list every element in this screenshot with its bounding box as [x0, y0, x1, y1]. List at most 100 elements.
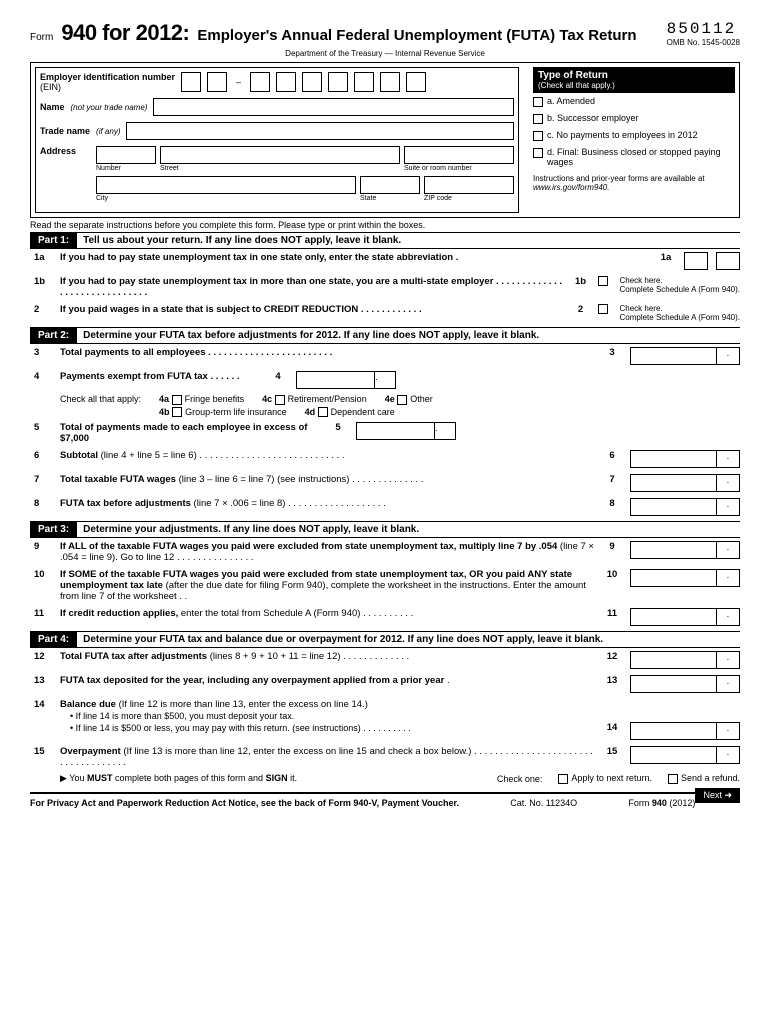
- line-7-text: Total taxable FUTA wages (line 3 – line …: [60, 474, 594, 485]
- line-8-text: FUTA tax before adjustments (line 7 × .0…: [60, 498, 594, 509]
- addr-number-input[interactable]: [96, 146, 156, 164]
- line-15-rn: 15: [602, 746, 622, 757]
- form-number: 940 for 2012:: [61, 20, 189, 46]
- ein-digit-7[interactable]: [354, 72, 374, 92]
- opt-a: a. Amended: [547, 96, 595, 106]
- line-11-text: If credit reduction applies, enter the t…: [60, 608, 594, 619]
- line-4-num: 4: [30, 371, 52, 382]
- opt-c: c. No payments to employees in 2012: [547, 130, 698, 140]
- opt-4d: Dependent care: [331, 407, 395, 417]
- line-5-num: 5: [30, 422, 52, 433]
- checkbox-4e[interactable]: [397, 395, 407, 405]
- ein-digit-9[interactable]: [406, 72, 426, 92]
- line-7-num: 7: [30, 474, 52, 485]
- line-6-amount[interactable]: .: [630, 450, 740, 468]
- line-4-rn: 4: [268, 371, 288, 382]
- line-11-rn: 11: [602, 608, 622, 619]
- line-10-amount[interactable]: .: [630, 569, 740, 587]
- opt-4b: Group-term life insurance: [185, 407, 287, 417]
- footer-cat: Cat. No. 11234O: [510, 798, 577, 808]
- ein-digit-3[interactable]: [250, 72, 270, 92]
- ein-digit-2[interactable]: [207, 72, 227, 92]
- ein-digit-4[interactable]: [276, 72, 296, 92]
- next-button[interactable]: Next ➜: [695, 788, 740, 803]
- address-label: Address: [40, 146, 90, 156]
- employer-box: Employer identification number (EIN) – N…: [35, 67, 519, 213]
- line-3-amount[interactable]: .: [630, 347, 740, 365]
- line-15-amount[interactable]: .: [630, 746, 740, 764]
- part-1-title: Tell us about your return. If any line d…: [77, 233, 407, 248]
- ein-digit-8[interactable]: [380, 72, 400, 92]
- line-9-rn: 9: [602, 541, 622, 552]
- addr-street-label: Street: [160, 165, 400, 172]
- line-4-amount[interactable]: .: [296, 371, 396, 389]
- addr-street-input[interactable]: [160, 146, 400, 164]
- line-8-amount[interactable]: .: [630, 498, 740, 516]
- ein-digit-5[interactable]: [302, 72, 322, 92]
- ein-digit-1[interactable]: [181, 72, 201, 92]
- check-one-label: Check one:: [497, 774, 543, 784]
- opt-4a: Fringe benefits: [185, 394, 245, 404]
- line-5-amount[interactable]: .: [356, 422, 456, 440]
- part-1-header: Part 1: Tell us about your return. If an…: [30, 232, 740, 249]
- line-1a-state-1[interactable]: [684, 252, 708, 270]
- line-1a-rn: 1a: [656, 252, 676, 263]
- line-1b-num: 1b: [30, 276, 52, 287]
- checkbox-1b[interactable]: [598, 276, 608, 286]
- footer-form-ref: Form 940 (2012): [628, 798, 695, 808]
- line-3-text: Total payments to all employees . . . . …: [60, 347, 594, 358]
- line-12-text: Total FUTA tax after adjustments (lines …: [60, 651, 594, 662]
- line-14-num: 14: [30, 699, 52, 710]
- trade-note: (if any): [96, 127, 120, 136]
- line-6-text: Subtotal (line 4 + line 5 = line 6) . . …: [60, 450, 594, 461]
- addr-suite-input[interactable]: [404, 146, 514, 164]
- part-3-header: Part 3: Determine your adjustments. If a…: [30, 521, 740, 538]
- line-7-amount[interactable]: .: [630, 474, 740, 492]
- line-14-text: Balance due (If line 12 is more than lin…: [60, 699, 740, 710]
- addr-state-input[interactable]: [360, 176, 420, 194]
- top-section: Employer identification number (EIN) – N…: [30, 62, 740, 218]
- checkbox-successor[interactable]: [533, 114, 543, 124]
- line-9-amount[interactable]: .: [630, 541, 740, 559]
- footer-privacy: For Privacy Act and Paperwork Reduction …: [30, 798, 459, 808]
- checkbox-no-payments[interactable]: [533, 131, 543, 141]
- line-14-b2: If line 14 is $500 or less, you may pay …: [60, 723, 594, 733]
- line-1b-rn: 1b: [570, 276, 590, 287]
- dept-line: Department of the Treasury — Internal Re…: [30, 49, 740, 58]
- footer: For Privacy Act and Paperwork Reduction …: [30, 792, 695, 808]
- checkbox-apply-next[interactable]: [558, 774, 568, 784]
- line-11-num: 11: [30, 608, 52, 619]
- trade-input[interactable]: [126, 122, 514, 140]
- line-11-amount[interactable]: .: [630, 608, 740, 626]
- name-input[interactable]: [153, 98, 514, 116]
- line-7-rn: 7: [602, 474, 622, 485]
- opt-4e: Other: [410, 394, 433, 404]
- line-1a-state-2[interactable]: [716, 252, 740, 270]
- addr-city-input[interactable]: [96, 176, 356, 194]
- line-2-text: If you paid wages in a state that is sub…: [60, 304, 562, 315]
- line-12-amount[interactable]: .: [630, 651, 740, 669]
- line-13-amount[interactable]: .: [630, 675, 740, 693]
- part-4-title: Determine your FUTA tax and balance due …: [77, 632, 609, 647]
- ein-digit-6[interactable]: [328, 72, 348, 92]
- checkbox-4c[interactable]: [275, 395, 285, 405]
- line-8-rn: 8: [602, 498, 622, 509]
- line-14-b1: If line 14 is more than $500, you must d…: [30, 711, 740, 721]
- addr-zip-input[interactable]: [424, 176, 514, 194]
- checkbox-amended[interactable]: [533, 97, 543, 107]
- line-6-num: 6: [30, 450, 52, 461]
- checkbox-final[interactable]: [533, 148, 543, 158]
- line-15-num: 15: [30, 746, 52, 757]
- checkbox-2[interactable]: [598, 304, 608, 314]
- checkbox-4b[interactable]: [172, 407, 182, 417]
- name-note: (not your trade name): [71, 103, 148, 112]
- checkbox-send-refund[interactable]: [668, 774, 678, 784]
- line-4-check-label: Check all that apply:: [60, 394, 141, 405]
- checkbox-4d[interactable]: [318, 407, 328, 417]
- line-2-note: Check here.Complete Schedule A (Form 940…: [619, 304, 740, 322]
- part-1-tab: Part 1:: [30, 233, 77, 248]
- line-14-amount[interactable]: .: [630, 722, 740, 740]
- checkbox-4a[interactable]: [172, 395, 182, 405]
- line-3-rn: 3: [602, 347, 622, 358]
- line-4-text: Payments exempt from FUTA tax . . . . . …: [60, 371, 260, 382]
